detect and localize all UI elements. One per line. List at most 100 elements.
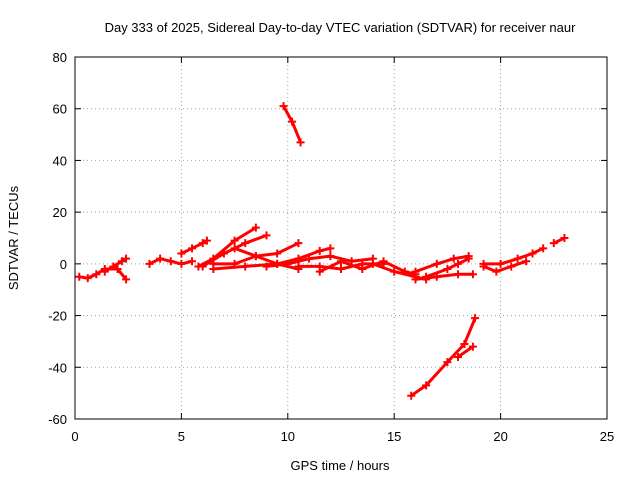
data-point — [454, 259, 463, 268]
data-point — [326, 252, 335, 261]
data-point — [528, 249, 537, 258]
series-s21 — [479, 257, 531, 276]
data-point — [513, 254, 522, 263]
data-point — [549, 239, 558, 248]
series-line — [409, 316, 477, 398]
data-point — [507, 262, 516, 271]
data-point — [262, 262, 271, 271]
data-point — [305, 254, 314, 263]
data-point — [326, 244, 335, 253]
data-point — [92, 270, 101, 279]
ticks: 0 5 10 15 20 25 -60 -40 -20 0 20 40 60 80 — [48, 50, 614, 444]
data-point — [83, 274, 92, 283]
data-point — [496, 259, 505, 268]
data-point — [251, 252, 260, 261]
data-point — [479, 262, 488, 271]
series-line — [482, 259, 528, 274]
data-point — [422, 272, 431, 281]
data-point — [230, 244, 239, 253]
data-point — [422, 381, 431, 390]
grid — [75, 57, 607, 419]
series-s19 — [454, 342, 477, 361]
data-point — [188, 257, 197, 266]
x-tick-label: 10 — [281, 429, 295, 444]
series-line — [424, 257, 471, 279]
series-s02 — [100, 254, 131, 276]
x-tick-label: 20 — [493, 429, 507, 444]
series-line — [414, 254, 471, 274]
data-point — [75, 272, 84, 281]
x-tick-label: 15 — [387, 429, 401, 444]
data-point — [390, 267, 399, 276]
x-tick-label: 25 — [600, 429, 614, 444]
data-point — [315, 267, 324, 276]
data-point — [166, 257, 175, 266]
data-point — [230, 236, 239, 245]
series-s03 — [145, 254, 197, 268]
data-point — [209, 265, 218, 274]
data-point — [117, 257, 126, 266]
data-point — [449, 254, 458, 263]
y-tick-label: -20 — [48, 309, 67, 324]
data-point — [177, 249, 186, 258]
series-layer — [75, 102, 569, 400]
data-point — [368, 259, 377, 268]
y-tick-label: -40 — [48, 360, 67, 375]
data-point — [468, 342, 477, 351]
data-point — [145, 259, 154, 268]
data-point — [198, 239, 207, 248]
data-point — [454, 270, 463, 279]
data-point — [198, 262, 207, 271]
y-tick-label: 80 — [53, 50, 67, 65]
data-point — [443, 358, 452, 367]
series-line — [482, 246, 545, 266]
data-point — [468, 270, 477, 279]
y-tick-label: 20 — [53, 205, 67, 220]
data-point — [296, 138, 305, 147]
data-point — [273, 249, 282, 258]
series-s15 — [411, 270, 477, 284]
data-point — [492, 267, 501, 276]
series-line — [179, 239, 209, 255]
x-tick-label: 5 — [178, 429, 185, 444]
data-point — [560, 234, 569, 242]
data-point — [407, 391, 416, 400]
data-point — [539, 244, 548, 253]
data-point — [411, 275, 420, 284]
series-line — [103, 257, 128, 274]
data-point — [460, 340, 469, 349]
series-line — [456, 345, 475, 359]
series-s22 — [549, 234, 569, 248]
data-point — [100, 267, 109, 276]
data-point — [522, 257, 531, 266]
data-point — [156, 254, 165, 263]
data-point — [219, 249, 228, 258]
data-point — [122, 275, 131, 284]
data-point — [337, 265, 345, 274]
series-s13 — [279, 102, 305, 147]
data-point — [411, 267, 420, 276]
data-point — [122, 254, 131, 263]
x-axis-label: GPS time / hours — [291, 458, 390, 473]
series-s04 — [177, 236, 211, 258]
x-tick-label: 0 — [71, 429, 78, 444]
data-point — [241, 239, 250, 248]
data-point — [283, 259, 292, 268]
data-point — [177, 259, 186, 268]
data-point — [432, 259, 441, 268]
series-s01 — [75, 265, 131, 284]
y-tick-label: 0 — [60, 257, 67, 272]
data-point — [454, 352, 463, 361]
data-point — [262, 231, 271, 240]
data-point — [113, 265, 122, 274]
data-point — [202, 236, 211, 245]
data-point — [109, 262, 118, 271]
series-s17 — [411, 252, 473, 276]
y-tick-label: 60 — [53, 102, 67, 117]
plot-frame — [74, 56, 608, 420]
y-tick-label: 40 — [53, 153, 67, 168]
data-point — [464, 252, 473, 261]
data-point — [279, 102, 288, 111]
series-s18 — [407, 314, 480, 400]
